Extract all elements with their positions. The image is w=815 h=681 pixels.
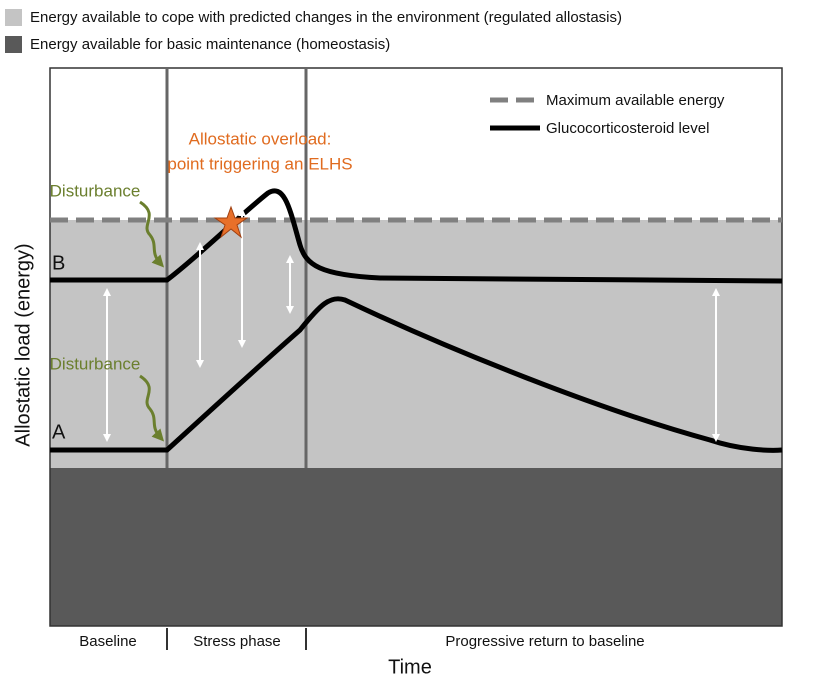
x-axis-label: Time <box>388 656 432 678</box>
legend-text: Energy available for basic maintenance (… <box>30 36 390 53</box>
disturbance-arrow <box>139 200 165 268</box>
key-text: Glucocorticosteroid level <box>546 120 709 137</box>
overload-label: Allostatic overload: <box>189 129 332 148</box>
homeostasis-region <box>50 468 782 626</box>
curve-label: A <box>52 421 66 443</box>
disturbance-label: Disturbance <box>50 181 141 200</box>
y-axis-label: Allostatic load (energy) <box>12 243 34 446</box>
curve-label: B <box>52 252 65 274</box>
frame <box>49 67 783 627</box>
curve-b <box>50 188 783 284</box>
overload-label: point triggering an ELHS <box>167 154 352 173</box>
legend-swatch <box>5 36 22 53</box>
overload-star <box>213 205 249 239</box>
disturbance-arrow <box>139 374 165 442</box>
legend-swatch <box>5 9 22 26</box>
phase-label: Stress phase <box>193 633 281 650</box>
disturbance-label: Disturbance <box>50 354 141 373</box>
curve-a <box>50 296 783 453</box>
legend-text: Energy available to cope with predicted … <box>30 9 622 26</box>
phase-label: Baseline <box>79 633 137 650</box>
key-text: Maximum available energy <box>546 92 725 109</box>
phase-label: Progressive return to baseline <box>445 633 644 650</box>
white-region <box>50 68 782 220</box>
